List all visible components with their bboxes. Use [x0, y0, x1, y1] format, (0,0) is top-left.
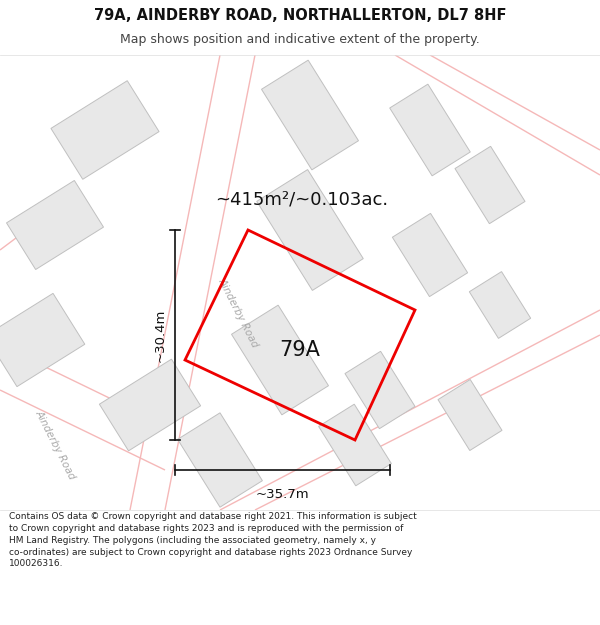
Polygon shape: [345, 351, 415, 429]
Polygon shape: [455, 146, 525, 224]
Text: ~35.7m: ~35.7m: [256, 488, 310, 501]
Polygon shape: [51, 81, 159, 179]
Polygon shape: [0, 293, 85, 387]
Polygon shape: [178, 413, 262, 507]
Polygon shape: [319, 404, 391, 486]
Polygon shape: [232, 305, 328, 415]
Polygon shape: [390, 84, 470, 176]
Text: 79A: 79A: [280, 340, 320, 360]
Text: Ainderby Road: Ainderby Road: [33, 409, 77, 481]
Polygon shape: [7, 181, 103, 269]
Polygon shape: [257, 169, 363, 291]
Text: ~30.4m: ~30.4m: [154, 308, 167, 362]
Polygon shape: [262, 60, 358, 170]
Text: ~415m²/~0.103ac.: ~415m²/~0.103ac.: [215, 191, 388, 209]
Polygon shape: [469, 272, 530, 338]
Polygon shape: [392, 213, 467, 297]
Text: 79A, AINDERBY ROAD, NORTHALLERTON, DL7 8HF: 79A, AINDERBY ROAD, NORTHALLERTON, DL7 8…: [94, 8, 506, 23]
Polygon shape: [438, 379, 502, 451]
Text: Map shows position and indicative extent of the property.: Map shows position and indicative extent…: [120, 33, 480, 46]
Polygon shape: [100, 359, 200, 451]
Text: Ainderby Road: Ainderby Road: [216, 277, 260, 349]
Text: Contains OS data © Crown copyright and database right 2021. This information is : Contains OS data © Crown copyright and d…: [9, 512, 417, 569]
